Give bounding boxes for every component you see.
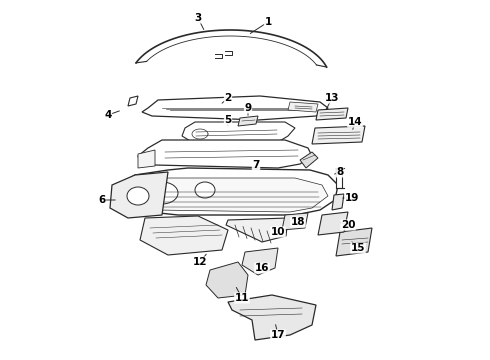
- Polygon shape: [238, 116, 258, 126]
- Polygon shape: [142, 96, 328, 120]
- Polygon shape: [318, 212, 348, 235]
- Text: 17: 17: [270, 330, 285, 340]
- Text: 13: 13: [325, 93, 339, 103]
- Text: 18: 18: [291, 217, 305, 227]
- Polygon shape: [125, 178, 328, 212]
- Polygon shape: [138, 140, 312, 168]
- Polygon shape: [300, 152, 318, 168]
- Text: 11: 11: [235, 293, 249, 303]
- Text: 7: 7: [252, 160, 260, 170]
- Text: 16: 16: [255, 263, 269, 273]
- Text: 9: 9: [245, 103, 251, 113]
- Text: 10: 10: [271, 227, 285, 237]
- Polygon shape: [110, 172, 168, 218]
- Text: 3: 3: [195, 13, 201, 23]
- Text: 2: 2: [224, 93, 232, 103]
- Polygon shape: [288, 102, 318, 112]
- Polygon shape: [112, 168, 338, 215]
- Text: 5: 5: [224, 115, 232, 125]
- Polygon shape: [312, 126, 365, 144]
- Polygon shape: [206, 262, 248, 298]
- Polygon shape: [336, 228, 372, 256]
- Polygon shape: [242, 248, 278, 275]
- Polygon shape: [182, 122, 295, 142]
- Polygon shape: [228, 295, 316, 340]
- Text: 14: 14: [348, 117, 362, 127]
- Text: 15: 15: [351, 243, 365, 253]
- Ellipse shape: [127, 187, 149, 205]
- Text: 12: 12: [193, 257, 207, 267]
- Text: 8: 8: [336, 167, 343, 177]
- Text: 20: 20: [341, 220, 355, 230]
- Polygon shape: [282, 213, 308, 230]
- Polygon shape: [332, 194, 344, 210]
- Polygon shape: [140, 216, 228, 255]
- Ellipse shape: [146, 182, 178, 204]
- Text: 4: 4: [104, 110, 112, 120]
- Polygon shape: [336, 168, 342, 188]
- Text: 1: 1: [265, 17, 271, 27]
- Polygon shape: [138, 150, 155, 168]
- Polygon shape: [226, 218, 288, 242]
- Polygon shape: [128, 96, 138, 106]
- Text: 6: 6: [98, 195, 106, 205]
- Polygon shape: [316, 108, 348, 120]
- Ellipse shape: [195, 182, 215, 198]
- Text: 19: 19: [345, 193, 359, 203]
